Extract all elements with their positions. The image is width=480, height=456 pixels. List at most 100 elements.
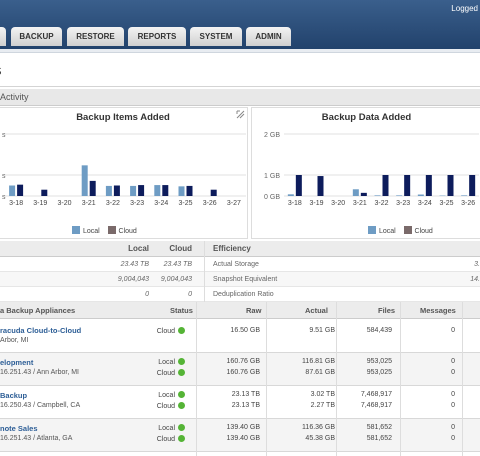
appliance-actual: 3.02 TB: [310, 391, 335, 398]
x-tick-label: 3-22: [374, 200, 388, 207]
appliance-actual: 87.61 GB: [305, 369, 335, 376]
activity-label: Activity: [0, 92, 29, 102]
appliance-row[interactable]: note Sales 16.251.43 / Atlanta, GA Local 13…: [0, 419, 480, 452]
bar-local-3-26: [461, 195, 468, 196]
logged-in-text: Logged: [451, 4, 478, 13]
bar-cloud-3-26: [469, 175, 476, 196]
totals-header: Local Cloud: [0, 241, 204, 257]
appliance-actual: 116.36 GB: [302, 424, 335, 431]
x-tick-label: 3-19: [309, 200, 323, 207]
column-divider: [196, 302, 197, 456]
appliance-actual: 9.51 GB: [309, 327, 335, 334]
status-ok-icon: [178, 358, 185, 365]
y-tick-label: 2 GB: [264, 132, 280, 139]
bar-cloud-3-25: [447, 175, 454, 196]
chart2-legend: Local Cloud: [368, 226, 433, 235]
tab-hidden-left[interactable]: [0, 27, 6, 46]
bar-cloud-3-24: [425, 175, 432, 196]
appliance-name-link[interactable]: racuda Cloud-to-Cloud: [0, 326, 82, 335]
chart-title-items: Backup Items Added: [76, 112, 170, 123]
efficiency-row: Deduplication Ratio: [205, 287, 480, 302]
tab-reports[interactable]: REPORTS: [128, 27, 186, 46]
appliance-raw: 160.76 GB: [226, 369, 260, 376]
bar-cloud-3-25: [186, 185, 193, 196]
appliance-raw: 160.76 GB: [226, 358, 260, 365]
appliance-messages: 0: [451, 402, 455, 409]
legend-label-local: Local: [83, 228, 100, 235]
appliance-location: 16.250.43 / Campbell, CA: [0, 402, 81, 409]
x-tick-label: 3-24: [154, 200, 168, 207]
appliances-title: a Backup Appliances: [0, 306, 76, 315]
appliance-name-link[interactable]: note Sales: [0, 424, 38, 433]
status-ok-icon: [178, 327, 185, 334]
x-tick-label: 3-26: [203, 200, 217, 207]
bar-local-3-22: [105, 185, 112, 196]
efficiency-value: 3.: [474, 261, 480, 268]
bar-local-3-23: [396, 195, 403, 196]
tab-backup[interactable]: BACKUP: [11, 27, 62, 46]
totals-row-local: 0: [145, 291, 149, 298]
tab-system[interactable]: SYSTEM: [190, 27, 242, 46]
tab-restore[interactable]: RESTORE: [67, 27, 124, 46]
stats-divider: [204, 241, 205, 302]
legend-swatch-local-2: [368, 226, 376, 234]
status-ok-icon: [178, 435, 185, 442]
totals-row-local: 9,004,043: [117, 276, 149, 283]
bar-cloud-3-23: [404, 175, 411, 196]
appliance-name-link[interactable]: Backup: [0, 391, 28, 400]
appliance-files: 953,025: [366, 358, 392, 365]
bar-local-3-23: [130, 185, 137, 196]
bar-local-3-18: [9, 185, 16, 196]
bar-local-3-21: [81, 165, 88, 196]
tab-admin[interactable]: ADMIN: [246, 27, 291, 46]
column-divider: [336, 302, 337, 456]
x-tick-label: 3-21: [82, 200, 96, 207]
status-ok-icon: [178, 402, 185, 409]
resize-icon[interactable]: [236, 110, 245, 119]
bar-local-3-18: [287, 194, 294, 196]
column-divider: [400, 302, 401, 456]
bar-cloud-3-26: [210, 189, 217, 196]
appliance-messages: 0: [451, 435, 455, 442]
efficiency-label: Actual Storage: [213, 261, 259, 268]
totals-row: 23.43 TB 23.43 TB: [0, 257, 204, 272]
legend-swatch-cloud-2: [403, 226, 412, 234]
y-tick-label: 0 GB: [264, 194, 280, 201]
appliance-status: Local: [150, 358, 185, 366]
appliance-row[interactable]: Backup 16.250.43 / Campbell, CA Local 23.13…: [0, 386, 480, 419]
appliance-raw: 23.13 TB: [231, 391, 260, 398]
appliance-name-link[interactable]: elopment: [0, 358, 34, 367]
appliance-status: Local: [150, 424, 185, 432]
bar-cloud-3-22: [113, 185, 120, 196]
x-tick-label: 3-24: [418, 200, 432, 207]
bar-cloud-3-18: [295, 175, 302, 196]
x-tick-label: 3-25: [439, 200, 453, 207]
x-tick-label: 3-20: [57, 200, 71, 207]
totals-col-cloud: Cloud: [169, 244, 192, 253]
appliance-messages: 0: [451, 358, 455, 365]
col-status: Status: [170, 306, 193, 315]
appliance-files: 581,652: [366, 435, 392, 442]
appliance-messages: 0: [451, 369, 455, 376]
appliance-row[interactable]: racuda Cloud-to-Cloud Arbor, MI Cloud 16.50…: [0, 320, 480, 353]
bar-cloud-3-21: [360, 192, 367, 196]
appliance-row[interactable]: elopment 16.251.43 / Ann Arbor, MI Local 16…: [0, 353, 480, 386]
x-tick-label: 3-18: [288, 200, 302, 207]
appliance-status: Local: [150, 391, 185, 399]
bar-cloud-3-23: [138, 185, 145, 196]
efficiency-label: Deduplication Ratio: [213, 291, 274, 298]
status-ok-icon: [178, 424, 185, 431]
x-tick-label: 3-21: [353, 200, 367, 207]
appliance-raw: 23.13 TB: [231, 402, 260, 409]
appliance-status: Cloud: [150, 402, 185, 410]
chart-panel-data: Backup Data Added: [251, 107, 480, 239]
bar-cloud-3-24: [162, 185, 169, 196]
status-ok-icon: [178, 369, 185, 376]
x-tick-label: 3-18: [9, 200, 23, 207]
col-actual: Actual: [305, 306, 328, 315]
top-nav-bar: Logged BACKUP RESTORE REPORTS SYSTEM ADM…: [0, 0, 480, 49]
col-raw: Raw: [246, 306, 262, 315]
appliance-files: 953,025: [366, 369, 392, 376]
